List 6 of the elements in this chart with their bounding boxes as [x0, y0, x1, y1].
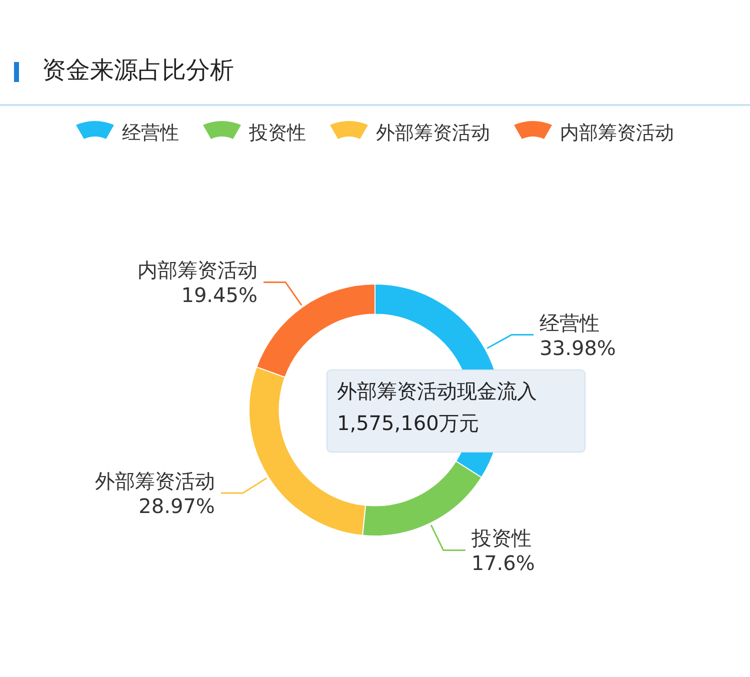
legend-label: 外部筹资活动 [376, 122, 490, 144]
legend-label: 经营性 [122, 122, 179, 144]
legend-label: 内部筹资活动 [560, 122, 674, 144]
tooltip: 外部筹资活动现金流入 1,575,160万元 [326, 370, 586, 452]
title: 资金来源占比分析 [14, 56, 234, 84]
legend-label: 投资性 [248, 122, 306, 144]
